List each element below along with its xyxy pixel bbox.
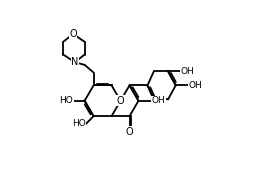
Text: OH: OH (181, 67, 195, 76)
Text: HO: HO (72, 119, 86, 128)
Text: N: N (71, 57, 79, 67)
Text: OH: OH (151, 96, 165, 105)
Text: O: O (117, 96, 124, 106)
Text: HO: HO (59, 96, 73, 105)
Text: OH: OH (189, 81, 202, 90)
Text: O: O (69, 29, 77, 39)
Text: O: O (126, 127, 133, 137)
